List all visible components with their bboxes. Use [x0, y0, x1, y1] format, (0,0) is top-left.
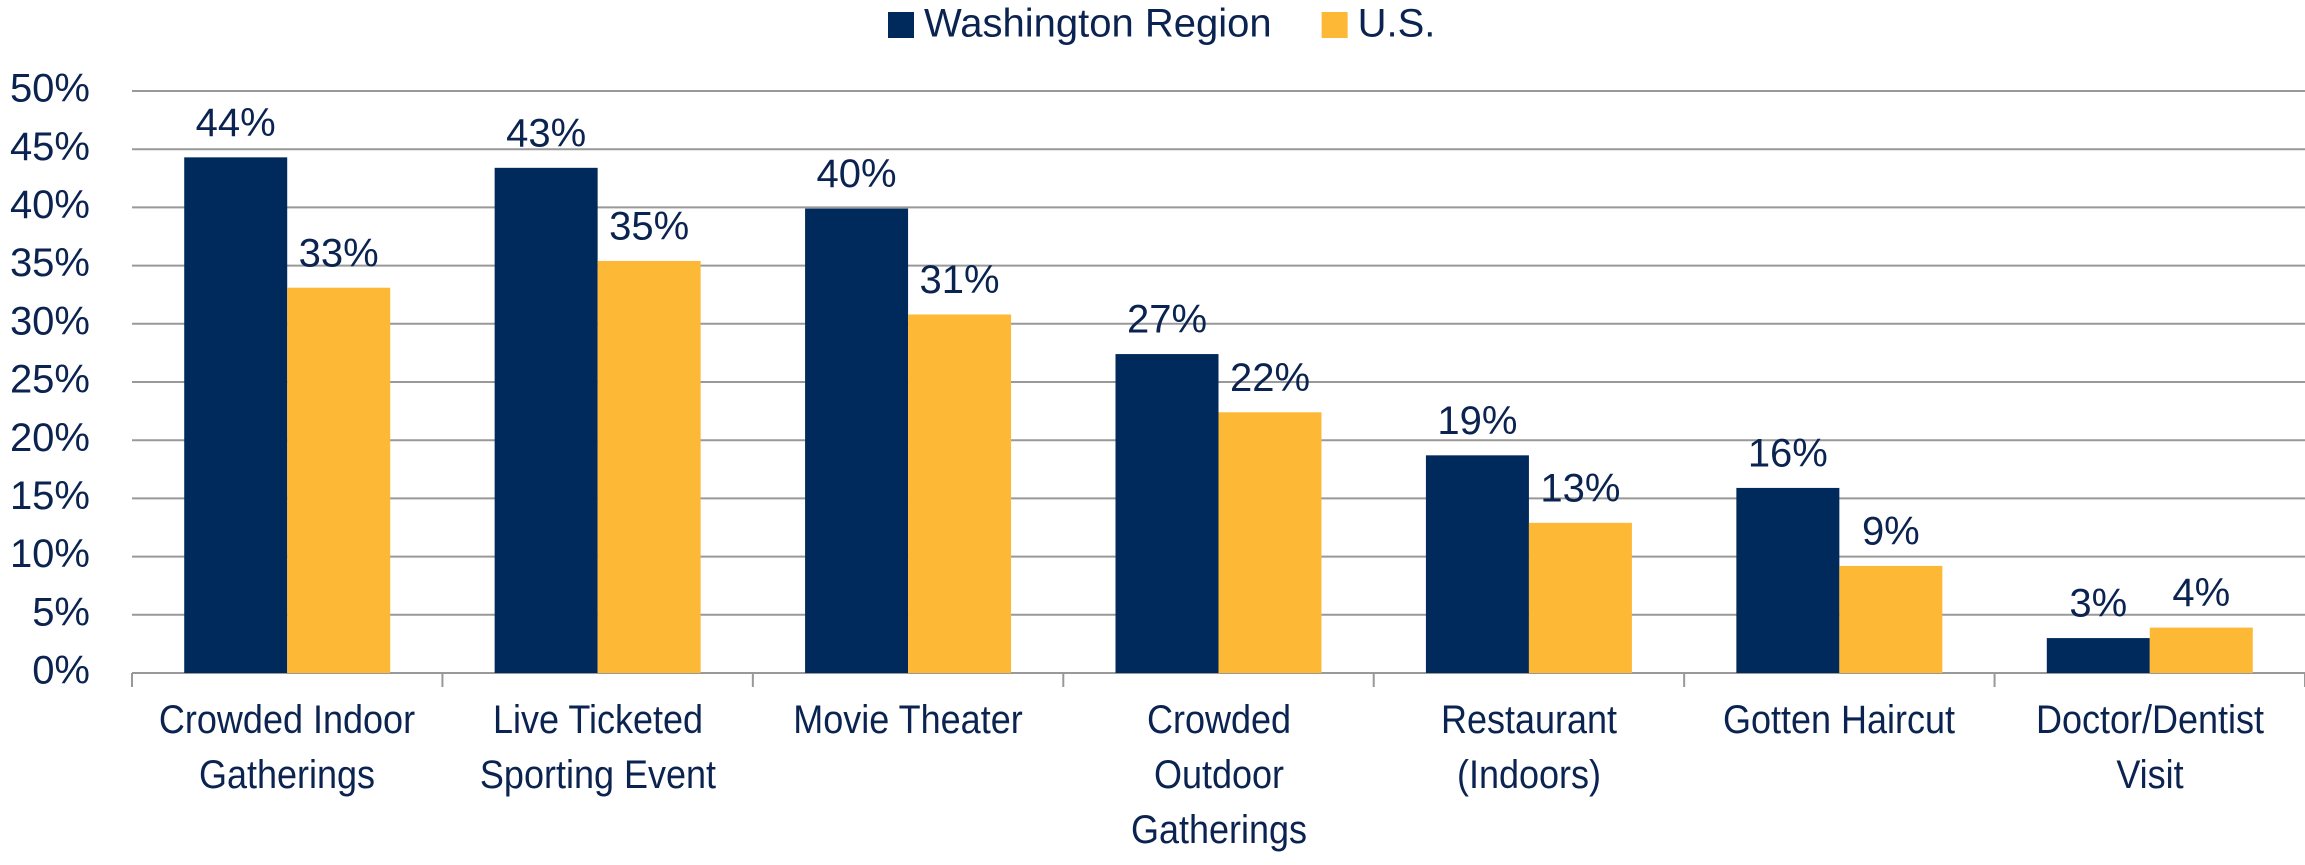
- y-tick-label: 25%: [10, 358, 90, 402]
- x-tick-label: Crowded Outdoor Gatherings: [1130, 698, 1307, 852]
- value-label: 27%: [1127, 298, 1207, 342]
- x-tick-label: Doctor/Dentist Visit: [2035, 698, 2264, 797]
- x-tick-label: Gotten Haircut: [1723, 698, 1956, 742]
- value-label: 4%: [2172, 571, 2230, 615]
- bar: [287, 287, 391, 673]
- value-label: 22%: [1230, 356, 1310, 400]
- value-label: 19%: [1437, 399, 1517, 443]
- bar: [494, 167, 598, 673]
- y-tick-label: 20%: [10, 416, 90, 460]
- x-tick-label: Movie Theater: [793, 698, 1023, 742]
- legend-swatch: [888, 12, 914, 38]
- y-tick-label: 40%: [10, 183, 90, 227]
- bar: [1736, 487, 1840, 673]
- value-label: 44%: [196, 101, 276, 145]
- bar: [597, 260, 701, 673]
- value-label: 35%: [609, 205, 689, 249]
- bar: [1115, 354, 1219, 673]
- bar: [908, 314, 1012, 673]
- value-label: 33%: [299, 231, 379, 275]
- y-tick-label: 0%: [32, 649, 90, 693]
- y-tick-label: 50%: [10, 67, 90, 111]
- bar: [2149, 627, 2253, 673]
- value-label: 31%: [920, 258, 1000, 302]
- bar: [1528, 522, 1632, 673]
- bar: [2046, 638, 2150, 673]
- value-label: 9%: [1862, 509, 1920, 553]
- bar: [1218, 412, 1322, 673]
- y-tick-label: 15%: [10, 474, 90, 518]
- y-tick-label: 35%: [10, 241, 90, 285]
- legend-label: Washington Region: [924, 2, 1272, 46]
- value-label: 16%: [1748, 431, 1828, 475]
- bar: [1425, 455, 1529, 673]
- x-tick-label: Live Ticketed Sporting Event: [479, 698, 716, 797]
- y-tick-label: 5%: [32, 590, 90, 634]
- y-tick-label: 30%: [10, 299, 90, 343]
- bar: [805, 208, 909, 673]
- legend-swatch: [1321, 12, 1348, 38]
- y-tick-label: 10%: [10, 532, 90, 576]
- value-label: 13%: [1540, 466, 1620, 510]
- x-tick-label: Restaurant (Indoors): [1440, 698, 1617, 797]
- legend-label: U.S.: [1358, 2, 1436, 46]
- bar: [184, 157, 288, 673]
- value-label: 43%: [506, 111, 586, 155]
- bar: [1839, 565, 1943, 673]
- value-label: 40%: [817, 152, 897, 196]
- y-tick-label: 45%: [10, 125, 90, 169]
- value-label: 3%: [2069, 582, 2127, 626]
- x-tick-label: Crowded Indoor Gatherings: [159, 698, 416, 797]
